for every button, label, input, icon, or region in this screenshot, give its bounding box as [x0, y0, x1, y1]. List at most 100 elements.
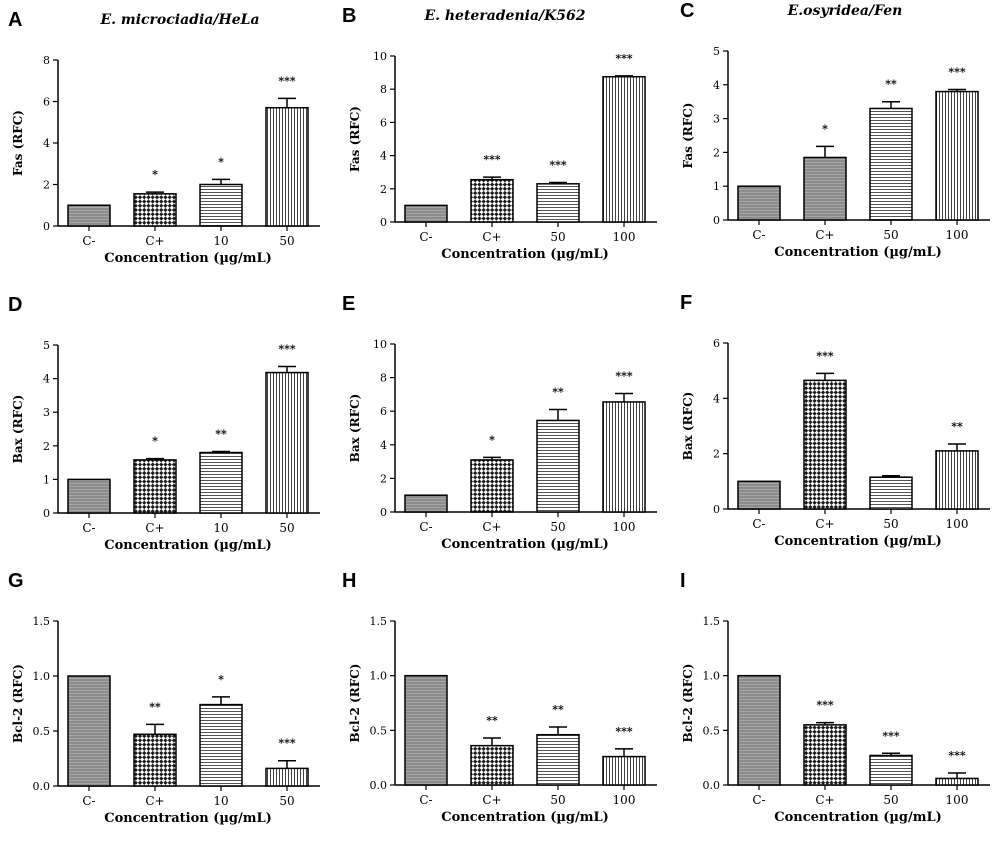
y-tick-label: 2: [43, 179, 50, 192]
significance-mark: ***: [549, 158, 567, 171]
category-label: C-: [419, 793, 432, 807]
category-label: C-: [419, 230, 432, 244]
panel-title: E. heteradenia/K562: [423, 8, 585, 24]
bar-C-: [404, 204, 448, 223]
y-tick-label: 2: [380, 472, 387, 485]
bar-C+: [470, 178, 514, 223]
bar-C+: [133, 733, 177, 787]
significance-mark: ***: [278, 737, 296, 750]
y-axis-label: Bcl-2 (RFC): [681, 664, 695, 743]
category-label: 50: [279, 521, 294, 535]
bar-C-: [737, 674, 781, 786]
category-label: 100: [946, 793, 969, 807]
x-axis-label: Concentration (µg/mL): [104, 538, 272, 553]
bar-C-: [67, 675, 111, 787]
bar-C-: [737, 480, 781, 510]
x-axis-label: Concentration (µg/mL): [774, 810, 942, 825]
y-tick-label: 10: [373, 338, 387, 351]
category-label: C+: [145, 794, 164, 808]
bar-50: [869, 476, 913, 510]
bar-C-: [404, 674, 448, 786]
y-tick-label: 2: [43, 440, 50, 453]
y-tick-label: 6: [43, 96, 50, 109]
significance-mark: ***: [948, 749, 966, 762]
x-axis-label: Concentration (µg/mL): [441, 247, 609, 262]
category-label: 100: [946, 228, 969, 242]
category-label: 50: [279, 234, 294, 248]
category-label: 50: [550, 520, 565, 534]
panel-b: B E. heteradenia/K562 0 2 4 6 8 10 Fas (RFC) C- **…: [342, 5, 657, 262]
category-label: 100: [613, 520, 636, 534]
category-label: C+: [815, 793, 834, 807]
panel-c: C E.osyridea/Fen 0 1 2 3 4 5 Fas (RFC) C- * C+ ** 50 *…: [680, 0, 990, 260]
bar-50: [536, 183, 580, 223]
y-tick-label: 8: [43, 54, 50, 67]
y-tick-label: 0: [380, 506, 387, 519]
bar-C+: [803, 156, 847, 221]
significance-mark: ***: [816, 699, 834, 712]
bar-C+: [133, 193, 177, 227]
bar-50: [869, 107, 913, 221]
bar-100: [602, 401, 646, 513]
panel-d: D 0 1 2 3 4 5 Bax (RFC) C- * C+ ** 10 *** 50 Concentrat…: [8, 294, 320, 553]
category-label: 50: [279, 794, 294, 808]
bar-C+: [470, 459, 514, 513]
significance-mark: **: [885, 78, 897, 91]
significance-mark: ***: [816, 349, 834, 362]
y-axis-label: Fas (RFC): [681, 103, 695, 169]
y-axis-label: Bcl-2 (RFC): [11, 664, 25, 743]
y-tick-label: 6: [380, 116, 387, 129]
y-tick-label: 1.0: [703, 670, 721, 683]
y-tick-label: 4: [380, 150, 387, 163]
bar-C-: [404, 494, 448, 513]
panel-title: E.osyridea/Fen: [787, 3, 903, 19]
significance-mark: *: [152, 168, 158, 181]
y-tick-label: 1.5: [33, 615, 51, 628]
category-label: 10: [213, 794, 228, 808]
category-label: 10: [213, 234, 228, 248]
significance-mark: *: [218, 673, 224, 686]
y-tick-label: 4: [43, 373, 50, 386]
panel-letter: G: [8, 570, 24, 592]
category-label: C-: [752, 228, 765, 242]
panel-letter: H: [342, 570, 356, 592]
bar-50: [265, 371, 309, 514]
panel-title: E. microciadia/HeLa: [99, 12, 259, 28]
bar-50: [869, 754, 913, 786]
y-tick-label: 4: [713, 392, 720, 405]
significance-mark: **: [552, 386, 564, 399]
y-tick-label: 5: [713, 45, 720, 58]
significance-mark: *: [489, 433, 495, 446]
significance-mark: *: [152, 435, 158, 448]
category-label: C+: [815, 517, 834, 531]
y-tick-label: 4: [380, 439, 387, 452]
y-tick-label: 0: [43, 220, 50, 233]
panel-f: F 0 2 4 6 Bax (RFC) C- *** C+ 50 ** 100 Concentratio…: [680, 292, 990, 549]
panel-letter: F: [680, 292, 692, 314]
x-axis-label: Concentration (µg/mL): [104, 811, 272, 826]
y-tick-label: 0: [43, 507, 50, 520]
panel-g: G 0.0 0.5 1.0 1.5 Bcl-2 (RFC) C- ** C+ * 10 *** 50 Co…: [8, 570, 320, 826]
significance-mark: ***: [948, 66, 966, 79]
y-tick-label: 2: [713, 448, 720, 461]
bar-100: [602, 755, 646, 786]
panel-letter: A: [8, 9, 22, 31]
significance-mark: ***: [615, 52, 633, 65]
bar-50: [536, 733, 580, 786]
y-tick-label: 1.0: [33, 670, 51, 683]
y-tick-label: 0.5: [33, 725, 51, 738]
category-label: C+: [482, 520, 501, 534]
y-axis-label: Bax (RFC): [11, 395, 25, 464]
significance-mark: ***: [278, 74, 296, 87]
y-tick-label: 0.0: [370, 779, 388, 792]
y-tick-label: 0.0: [33, 780, 51, 793]
bar-C+: [470, 744, 514, 786]
y-tick-label: 2: [713, 146, 720, 159]
category-label: C+: [482, 793, 501, 807]
significance-mark: ***: [882, 729, 900, 742]
bar-100: [935, 777, 979, 786]
significance-mark: *: [822, 122, 828, 135]
y-tick-label: 3: [713, 113, 720, 126]
panel-letter: E: [342, 293, 355, 315]
